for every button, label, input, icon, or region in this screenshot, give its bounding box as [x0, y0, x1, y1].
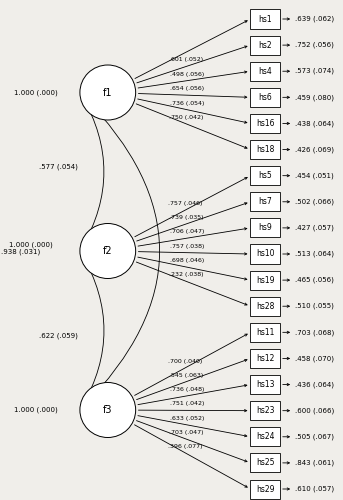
Ellipse shape [80, 224, 136, 278]
FancyArrowPatch shape [82, 401, 89, 418]
Bar [250, 140, 280, 159]
FancyArrowPatch shape [82, 84, 89, 101]
Text: .577 (.054): .577 (.054) [39, 164, 78, 170]
Text: hs10: hs10 [256, 250, 274, 258]
Text: hs2: hs2 [258, 40, 272, 50]
Text: .654 (.056): .654 (.056) [170, 86, 204, 91]
Bar [250, 296, 280, 316]
Bar [250, 480, 280, 498]
Text: hs1: hs1 [258, 14, 272, 24]
Text: .751 (.042): .751 (.042) [170, 402, 204, 406]
Text: .706 (.047): .706 (.047) [170, 229, 204, 234]
Bar [250, 454, 280, 472]
Text: hs24: hs24 [256, 432, 274, 442]
Text: 1.000 (.000): 1.000 (.000) [9, 242, 52, 248]
Text: f1: f1 [103, 88, 113, 98]
FancyArrowPatch shape [83, 95, 159, 408]
Text: .843 (.061): .843 (.061) [295, 460, 334, 466]
Text: .465 (.056): .465 (.056) [295, 277, 334, 283]
Bar [250, 166, 280, 185]
Text: hs19: hs19 [256, 276, 274, 284]
Bar [250, 349, 280, 368]
Text: hs23: hs23 [256, 406, 274, 415]
Text: .458 (.070): .458 (.070) [295, 355, 334, 362]
Text: .639 (.062): .639 (.062) [295, 16, 334, 22]
FancyArrowPatch shape [82, 242, 89, 260]
Text: hs18: hs18 [256, 145, 274, 154]
Text: .573 (.074): .573 (.074) [295, 68, 334, 74]
Text: hs13: hs13 [256, 380, 274, 389]
FancyArrowPatch shape [82, 254, 104, 407]
Text: .938 (.031): .938 (.031) [1, 248, 40, 254]
Text: .498 (.056): .498 (.056) [170, 72, 204, 76]
Text: hs25: hs25 [256, 458, 274, 468]
Ellipse shape [80, 382, 136, 438]
Text: 1.000 (.000): 1.000 (.000) [14, 89, 58, 96]
Text: .502 (.066): .502 (.066) [295, 198, 334, 205]
Text: .736 (.054): .736 (.054) [170, 100, 204, 105]
Text: .600 (.066): .600 (.066) [295, 408, 334, 414]
Bar [250, 428, 280, 446]
Text: hs7: hs7 [258, 198, 272, 206]
FancyArrowPatch shape [82, 96, 104, 248]
Bar [250, 10, 280, 29]
Bar [250, 36, 280, 54]
Text: .700 (.040): .700 (.040) [168, 358, 202, 364]
Text: hs16: hs16 [256, 119, 274, 128]
Text: .459 (.080): .459 (.080) [295, 94, 334, 100]
Text: .232 (.038): .232 (.038) [169, 272, 203, 278]
Text: .426 (.069): .426 (.069) [295, 146, 334, 153]
Text: .610 (.057): .610 (.057) [295, 486, 334, 492]
Text: .510 (.055): .510 (.055) [295, 303, 334, 310]
Text: hs4: hs4 [258, 66, 272, 76]
Text: .436 (.064): .436 (.064) [295, 382, 334, 388]
Text: hs6: hs6 [258, 93, 272, 102]
Bar [250, 244, 280, 264]
Text: .545 (.063): .545 (.063) [169, 372, 203, 378]
Bar [250, 218, 280, 238]
Text: .703 (.047): .703 (.047) [169, 430, 204, 435]
Text: f2: f2 [103, 246, 113, 256]
Text: hs9: hs9 [258, 224, 272, 232]
Bar [250, 401, 280, 420]
Text: .703 (.068): .703 (.068) [295, 329, 334, 336]
Bar [250, 62, 280, 80]
Text: .427 (.057): .427 (.057) [295, 224, 334, 231]
Bar [250, 114, 280, 133]
Text: .454 (.051): .454 (.051) [295, 172, 333, 179]
Text: .505 (.067): .505 (.067) [295, 434, 334, 440]
Text: .752 (.056): .752 (.056) [295, 42, 334, 48]
Text: 1.000 (.000): 1.000 (.000) [14, 407, 58, 413]
Bar [250, 323, 280, 342]
Text: .757 (.038): .757 (.038) [170, 244, 204, 248]
Text: hs28: hs28 [256, 302, 274, 310]
Text: .396 (.077): .396 (.077) [168, 444, 203, 449]
Bar [250, 88, 280, 107]
Text: hs12: hs12 [256, 354, 274, 363]
Text: hs11: hs11 [256, 328, 274, 337]
Text: .438 (.064): .438 (.064) [295, 120, 334, 126]
Text: .513 (.064): .513 (.064) [295, 251, 334, 257]
Text: hs29: hs29 [256, 484, 274, 494]
Text: f3: f3 [103, 405, 113, 415]
Text: .739 (.035): .739 (.035) [169, 215, 204, 220]
Text: .622 (.059): .622 (.059) [39, 332, 78, 339]
Ellipse shape [80, 65, 136, 120]
Text: .757 (.046): .757 (.046) [168, 201, 203, 206]
Text: .633 (.052): .633 (.052) [170, 416, 204, 421]
Bar [250, 270, 280, 289]
Text: .698 (.046): .698 (.046) [170, 258, 204, 263]
Text: hs5: hs5 [258, 171, 272, 180]
Text: .750 (.042): .750 (.042) [169, 115, 203, 120]
Text: .736 (.048): .736 (.048) [170, 387, 204, 392]
Text: .601 (.052): .601 (.052) [169, 58, 204, 62]
Bar [250, 375, 280, 394]
Bar [250, 192, 280, 212]
